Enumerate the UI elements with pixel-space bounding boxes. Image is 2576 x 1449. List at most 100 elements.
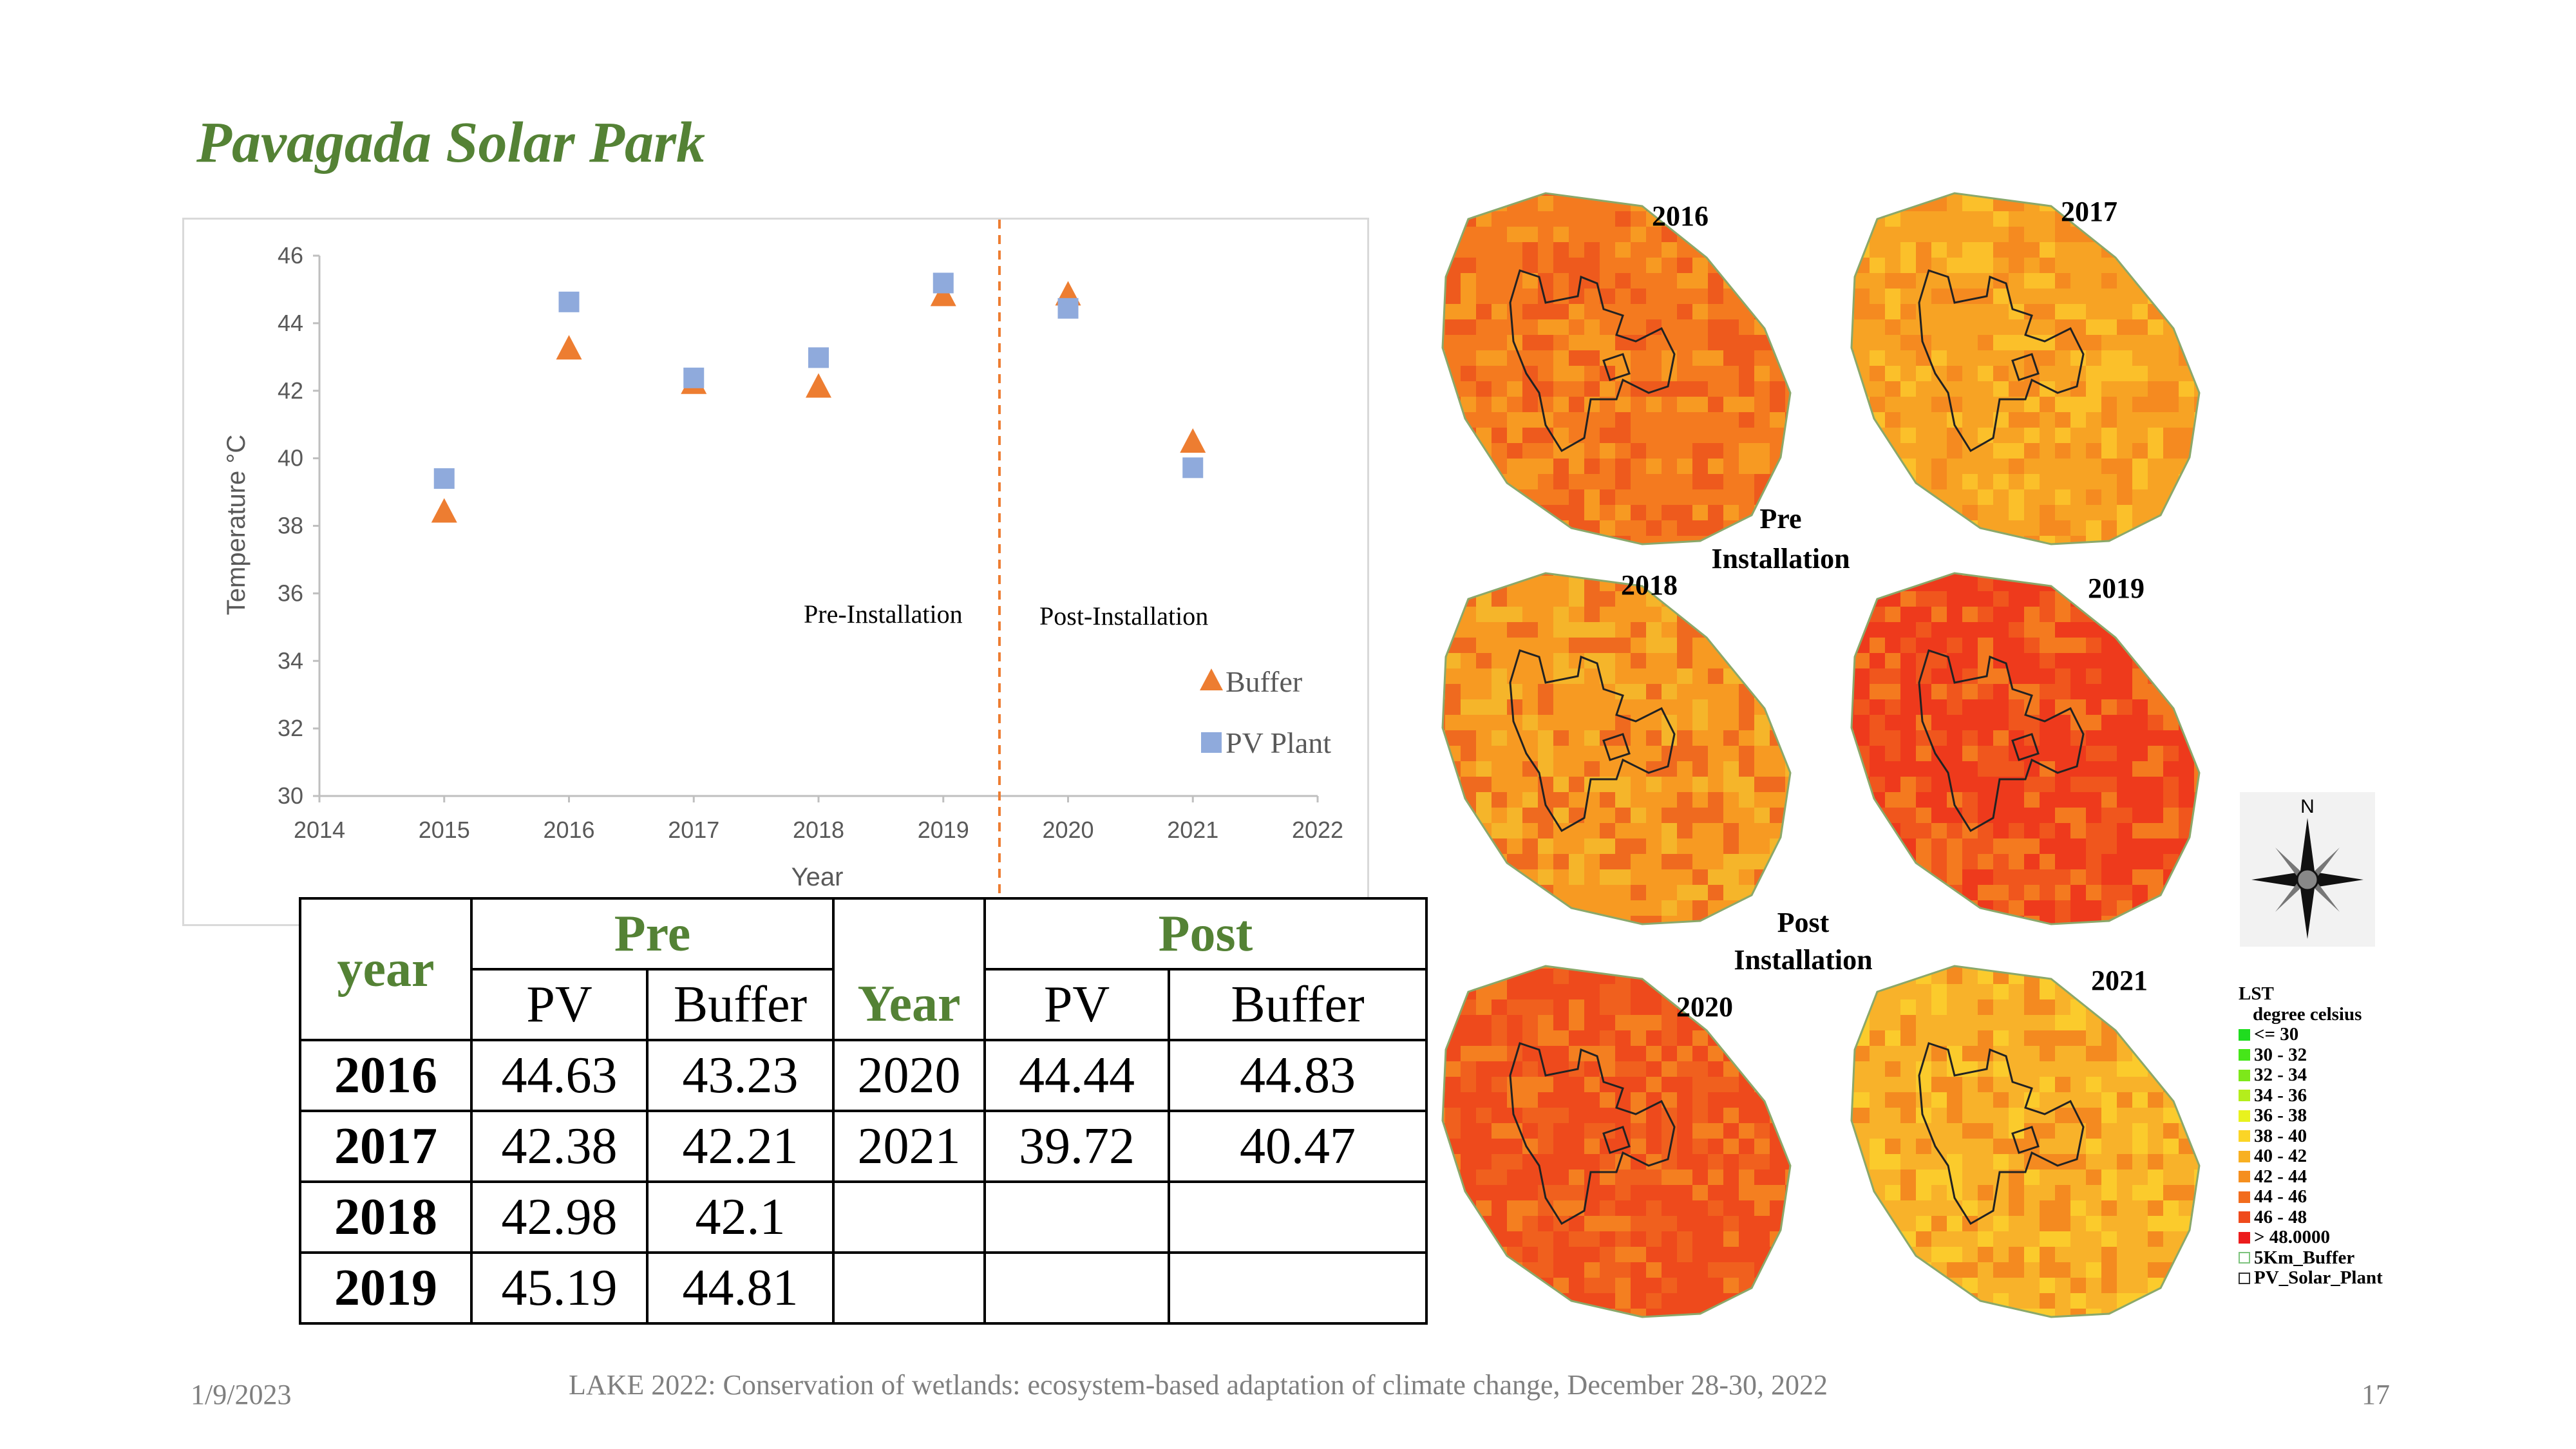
legend-class: 36 - 38 bbox=[2239, 1105, 2383, 1126]
buffer-point bbox=[806, 373, 831, 398]
post-header: Post bbox=[983, 897, 1428, 971]
legend-class-label: <= 30 bbox=[2254, 1024, 2299, 1045]
legend-class-label: > 48.0000 bbox=[2254, 1227, 2331, 1247]
legend-swatch bbox=[2239, 1191, 2250, 1203]
row-pv2: 44.44 bbox=[983, 1039, 1170, 1112]
legend-swatch bbox=[2239, 1090, 2250, 1102]
table-row: 2017 42.38 42.21 2021 39.72 40.47 bbox=[299, 1110, 1428, 1183]
buffer-point bbox=[930, 281, 956, 307]
legend-class-label: 42 - 44 bbox=[2254, 1166, 2307, 1187]
row-pv: 44.63 bbox=[470, 1039, 649, 1112]
buffer-outline bbox=[1850, 192, 2201, 545]
pv-plant-point bbox=[808, 347, 829, 368]
legend-buffer-label: 5Km_Buffer bbox=[2254, 1247, 2355, 1268]
y-tick-label: 42 bbox=[278, 377, 303, 404]
chart-svg: 30 32 34 36 38 40 42 44 46 2014 2015 2016 2017 2018 20… bbox=[222, 220, 1343, 928]
legend-class: 40 - 42 bbox=[2239, 1146, 2383, 1167]
year-header: year bbox=[299, 897, 473, 1041]
solar-plant-outline bbox=[1509, 1042, 1676, 1226]
lst-map-2019 bbox=[1850, 572, 2201, 925]
map-label-2021: 2021 bbox=[2091, 965, 2148, 996]
solar-plant-outline bbox=[1918, 269, 2085, 453]
plant-swatch bbox=[2239, 1272, 2250, 1284]
map-label-2016: 2016 bbox=[1652, 200, 1709, 232]
x-tick-label: 2018 bbox=[793, 817, 844, 843]
row-buffer2: 40.47 bbox=[1168, 1110, 1428, 1183]
legend-class-label: 30 - 32 bbox=[2254, 1044, 2307, 1065]
lst-map-2020 bbox=[1441, 965, 1792, 1318]
compass-icon: N bbox=[2251, 796, 2363, 939]
legend-class: > 48.0000 bbox=[2239, 1227, 2383, 1248]
footer-text: LAKE 2022: Conservation of wetlands: eco… bbox=[569, 1369, 1828, 1401]
x-tick-label: 2016 bbox=[543, 817, 594, 843]
row-pv: 42.98 bbox=[470, 1180, 649, 1254]
row-buffer: 44.81 bbox=[646, 1251, 835, 1325]
row-pv: 45.19 bbox=[470, 1251, 649, 1325]
post-installation-map-label: Post Installation bbox=[1734, 907, 1873, 976]
post-installation-label: Post-Installation bbox=[1039, 601, 1208, 630]
buffer-point bbox=[556, 335, 582, 360]
lst-map-2018 bbox=[1441, 572, 1792, 925]
x-tick-label: 2021 bbox=[1167, 817, 1218, 843]
row-pv2 bbox=[983, 1251, 1170, 1325]
y-tick-label: 32 bbox=[278, 715, 303, 741]
legend-plant-label: PV_Solar_Plant bbox=[2254, 1267, 2383, 1288]
solar-plant-outline bbox=[1918, 1042, 2085, 1226]
buffer-point bbox=[1180, 428, 1206, 453]
legend-class-label: 40 - 42 bbox=[2254, 1146, 2307, 1166]
buffer-outline bbox=[1850, 965, 2201, 1318]
map-region bbox=[1443, 573, 1790, 924]
legend-plant: PV_Solar_Plant bbox=[2239, 1267, 2383, 1289]
buffer-swatch bbox=[2239, 1252, 2250, 1264]
legend-class: 44 - 46 bbox=[2239, 1186, 2383, 1208]
row-year: 2018 bbox=[299, 1180, 473, 1254]
buffer2-header: Buffer bbox=[1168, 968, 1428, 1041]
legend-subtitle: degree celsius bbox=[2253, 1003, 2362, 1025]
lst-maps bbox=[1441, 192, 2201, 1318]
legend-swatch bbox=[2239, 1110, 2250, 1122]
legend-pv-label: PV Plant bbox=[1226, 726, 1331, 759]
y-tick-label: 44 bbox=[278, 310, 303, 336]
legend-class-label: 38 - 40 bbox=[2254, 1125, 2307, 1146]
footer-date: 1/9/2023 bbox=[191, 1379, 292, 1410]
pv-plant-point bbox=[1057, 298, 1079, 319]
lst-table: year Pre Year Post PV Buffer PV Buffer 2… bbox=[299, 897, 1428, 1325]
solar-plant-outline bbox=[1918, 649, 2085, 833]
row-year2 bbox=[832, 1251, 986, 1325]
legend-pv-marker bbox=[1201, 732, 1222, 753]
y-axis-label: Temperature °C bbox=[222, 435, 251, 616]
buffer-outline bbox=[1850, 572, 2201, 925]
map-label-2017: 2017 bbox=[2061, 196, 2117, 227]
legend-class: 38 - 40 bbox=[2239, 1126, 2383, 1147]
row-buffer: 42.21 bbox=[646, 1110, 835, 1183]
page-number: 17 bbox=[2362, 1379, 2390, 1410]
table-row: 2016 44.63 43.23 2020 44.44 44.83 bbox=[299, 1039, 1428, 1112]
pre-installation-label: Pre-Installation bbox=[804, 600, 963, 629]
y-tick-label: 30 bbox=[278, 782, 303, 809]
table-row: 2018 42.98 42.1 bbox=[299, 1180, 1428, 1254]
legend-class-label: 46 - 48 bbox=[2254, 1206, 2307, 1227]
temperature-chart: 30 32 34 36 38 40 42 44 46 2014 2015 2016 2017 2018 20… bbox=[182, 218, 1369, 928]
x-tick-label: 2022 bbox=[1292, 817, 1343, 843]
map-label-2020: 2020 bbox=[1676, 991, 1733, 1023]
lst-map-2021 bbox=[1850, 965, 2201, 1318]
y-tick-label: 36 bbox=[278, 580, 303, 606]
solar-plant-outline bbox=[1509, 269, 1676, 453]
lst-legend: LST degree celsius <= 30 30 - 32 32 - 34 34… bbox=[2239, 983, 2383, 1289]
row-buffer2 bbox=[1168, 1251, 1428, 1325]
slide-title: Pavagada Solar Park bbox=[196, 111, 706, 175]
legend-class: 32 - 34 bbox=[2239, 1065, 2383, 1086]
row-pv: 42.38 bbox=[470, 1110, 649, 1183]
y-tick-label: 38 bbox=[278, 513, 303, 539]
legend-swatch bbox=[2239, 1069, 2250, 1081]
row-buffer: 42.1 bbox=[646, 1180, 835, 1254]
buffer-outline bbox=[1441, 192, 1792, 545]
legend-class: 42 - 44 bbox=[2239, 1166, 2383, 1188]
lst-map-2017 bbox=[1850, 192, 2201, 545]
buffer-outline bbox=[1441, 572, 1792, 925]
row-pv2 bbox=[983, 1180, 1170, 1254]
legend-class: 30 - 32 bbox=[2239, 1045, 2383, 1066]
legend-class-label: 34 - 36 bbox=[2254, 1084, 2307, 1106]
row-year2 bbox=[832, 1180, 986, 1254]
pv-plant-point bbox=[433, 468, 455, 489]
